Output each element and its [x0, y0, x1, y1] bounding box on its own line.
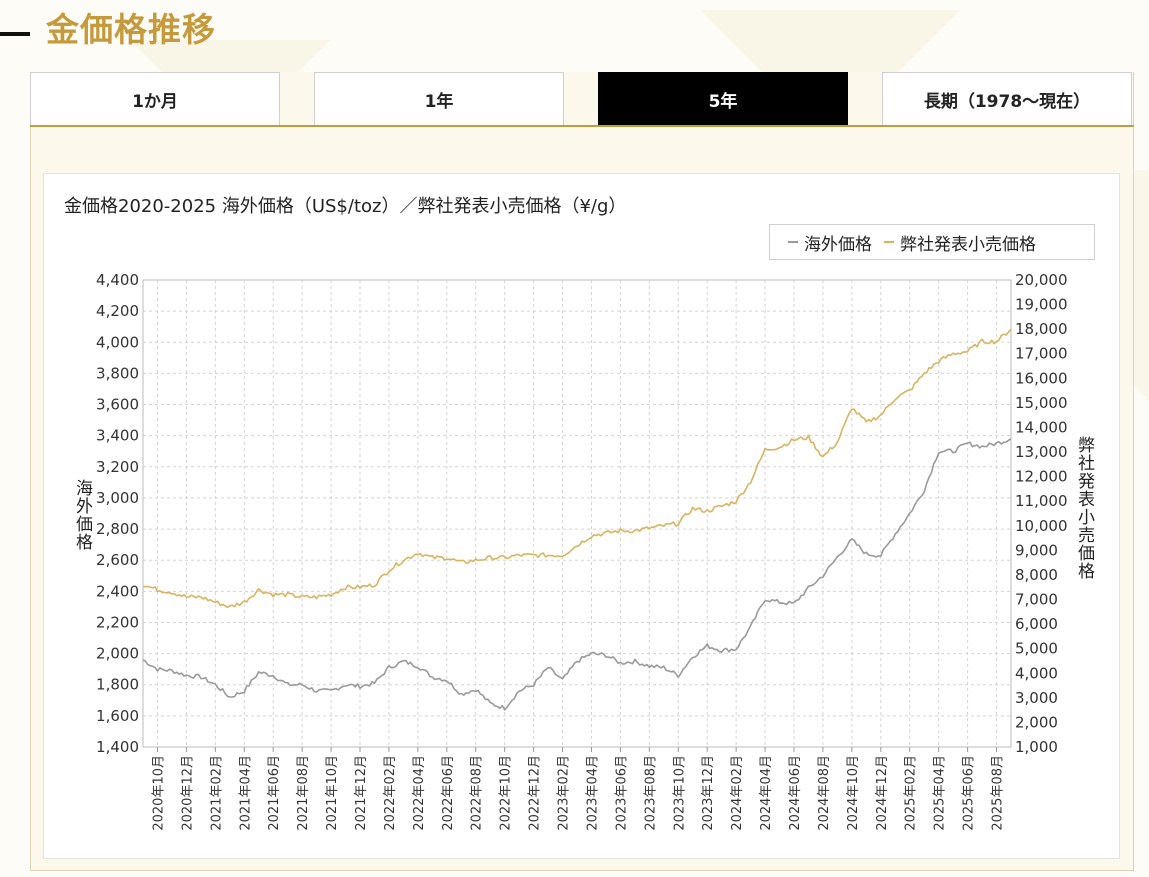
y-right-axis-label: 弊社発表小売価格 — [1074, 436, 1094, 580]
period-tabs: 1か月 1年 5年 長期（1978〜現在） — [30, 72, 1134, 128]
tab-1-year[interactable]: 1年 — [314, 72, 564, 125]
y-left-tick-label: 3,600 — [96, 396, 139, 414]
y-right-tick-label: 2,000 — [1015, 713, 1058, 731]
y-left-tick-label: 3,200 — [96, 458, 139, 476]
x-tick-label: 2020年10月 — [151, 755, 166, 831]
chart-card: 1,400 1,600 1,800 2,000 2,200 2,400 2,600 2,800… — [43, 173, 1120, 859]
y-right-tick-label: 6,000 — [1015, 615, 1058, 633]
y-right-tick-label: 20,000 — [1015, 271, 1068, 289]
legend-label-retail: 弊社発表小売価格 — [900, 234, 1036, 255]
y-right-tick-label: 1,000 — [1015, 738, 1058, 756]
y-right-tick-label: 9,000 — [1015, 541, 1058, 559]
x-tick-label: 2022年08月 — [470, 755, 485, 831]
y-right-tick-label: 17,000 — [1015, 345, 1068, 363]
title-accent-bar — [0, 32, 30, 36]
y-right-tick-label: 7,000 — [1015, 591, 1058, 609]
y-left-tick-label: 1,400 — [96, 738, 139, 756]
y-right-tick-label: 4,000 — [1015, 664, 1058, 682]
y-right-tick-label: 3,000 — [1015, 689, 1058, 707]
x-tick-label: 2021年06月 — [267, 755, 282, 831]
x-tick-label: 2022年06月 — [441, 755, 456, 831]
x-tick-label: 2024年02月 — [730, 755, 745, 831]
series-line-retail — [143, 328, 1012, 609]
plot-area — [142, 279, 1012, 748]
y-right-tick-label: 10,000 — [1015, 517, 1068, 535]
x-tick-label: 2021年04月 — [238, 755, 253, 831]
tabs-underline — [30, 125, 1134, 127]
y-left-tick-label: 2,200 — [96, 613, 139, 631]
chart-title: 金価格2020-2025 海外価格（US$/toz）／弊社発表小売価格（¥/g） — [64, 196, 627, 217]
x-tick-label: 2020年12月 — [180, 755, 195, 831]
series-line-overseas — [142, 438, 1012, 711]
x-tick-label: 2021年12月 — [354, 755, 369, 831]
x-tick-label: 2025年02月 — [904, 755, 919, 831]
x-tick-label: 2024年12月 — [875, 755, 890, 831]
x-tick-label: 2024年08月 — [817, 755, 832, 831]
tab-5-years[interactable]: 5年 — [598, 72, 848, 125]
x-tick-label: 2024年06月 — [788, 755, 803, 831]
legend-label-overseas: 海外価格 — [804, 234, 872, 255]
y-right-tick-label: 18,000 — [1015, 320, 1068, 338]
x-tick-label: 2024年10月 — [846, 755, 861, 831]
chart-legend: 海外価格 弊社発表小売価格 — [769, 224, 1095, 260]
legend-item-retail[interactable]: 弊社発表小売価格 — [884, 230, 1036, 255]
y-right-tick-label: 14,000 — [1015, 418, 1068, 436]
x-tick-label: 2022年10月 — [499, 755, 514, 831]
y-left-tick-label: 4,000 — [96, 333, 139, 351]
y-right-tick-label: 13,000 — [1015, 443, 1068, 461]
y-left-tick-label: 1,800 — [96, 676, 139, 694]
x-tick-label: 2023年06月 — [614, 755, 629, 831]
legend-swatch-overseas — [788, 241, 798, 243]
x-tick-label: 2023年10月 — [672, 755, 687, 831]
tab-1-month[interactable]: 1か月 — [30, 72, 280, 125]
x-tick-label: 2021年10月 — [325, 755, 340, 831]
tab-long-term[interactable]: 長期（1978〜現在） — [882, 72, 1132, 125]
y-right-tick-label: 16,000 — [1015, 369, 1068, 387]
y-left-tick-label: 2,000 — [96, 645, 139, 663]
x-tick-label: 2022年12月 — [528, 755, 543, 831]
y-left-tick-label: 3,800 — [96, 364, 139, 382]
y-right-tick-label: 15,000 — [1015, 394, 1068, 412]
x-tick-label: 2023年08月 — [643, 755, 658, 831]
y-left-tick-label: 4,400 — [96, 271, 139, 289]
x-tick-label: 2025年04月 — [933, 755, 948, 831]
y-left-tick-label: 3,400 — [96, 427, 139, 445]
y-left-tick-label: 1,600 — [96, 707, 139, 725]
y-left-tick-label: 2,400 — [96, 582, 139, 600]
x-tick-label: 2022年04月 — [412, 755, 427, 831]
page-title: 金価格推移 — [46, 10, 216, 49]
x-tick-label: 2025年06月 — [962, 755, 977, 831]
y-left-tick-label: 2,600 — [96, 551, 139, 569]
y-left-axis-label: 海外価格 — [72, 479, 92, 551]
y-right-tick-label: 12,000 — [1015, 468, 1068, 486]
y-right-tick-label: 5,000 — [1015, 640, 1058, 658]
x-tick-label: 2025年08月 — [991, 755, 1006, 831]
legend-swatch-retail — [884, 241, 894, 243]
x-tick-label: 2024年04月 — [759, 755, 774, 831]
legend-item-overseas[interactable]: 海外価格 — [788, 230, 872, 255]
x-tick-label: 2021年08月 — [296, 755, 311, 831]
y-right-tick-label: 8,000 — [1015, 566, 1058, 584]
x-tick-label: 2021年02月 — [209, 755, 224, 831]
y-left-tick-label: 4,200 — [96, 302, 139, 320]
x-tick-label: 2023年04月 — [585, 755, 600, 831]
x-tick-label: 2023年02月 — [557, 755, 572, 831]
x-tick-label: 2023年12月 — [701, 755, 716, 831]
y-right-tick-label: 11,000 — [1015, 492, 1068, 510]
gold-price-chart: 1,400 1,600 1,800 2,000 2,200 2,400 2,600 2,800… — [96, 271, 1068, 831]
y-right-tick-label: 19,000 — [1015, 296, 1068, 314]
y-left-tick-label: 2,800 — [96, 520, 139, 538]
x-tick-label: 2022年02月 — [383, 755, 398, 831]
y-left-tick-label: 3,000 — [96, 489, 139, 507]
